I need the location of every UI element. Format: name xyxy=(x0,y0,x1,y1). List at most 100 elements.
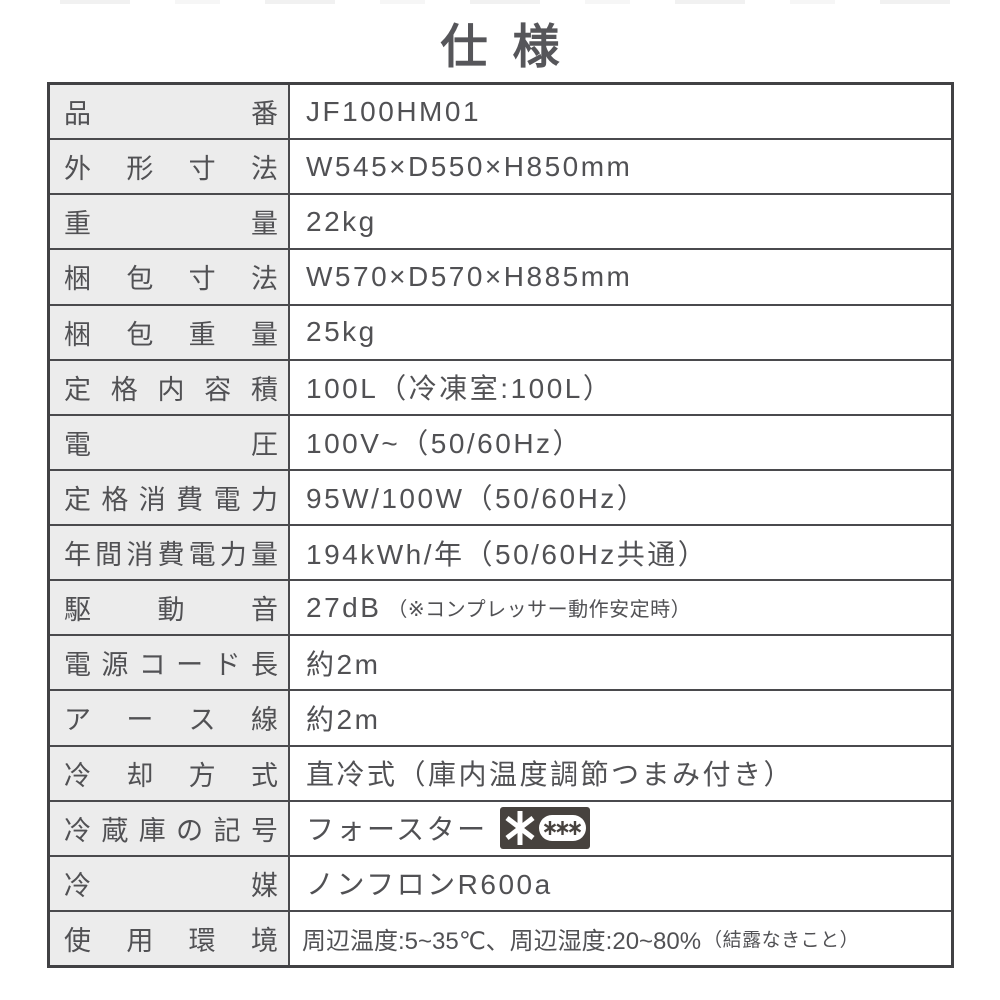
spec-label-text: 電圧 xyxy=(64,423,278,462)
label-char: 定 xyxy=(64,374,91,405)
spec-value: 25kg xyxy=(290,306,951,359)
spec-value: 100V~（50/60Hz） xyxy=(290,416,951,469)
spec-value-text: 周辺温度:5~35℃、周辺湿度:20~80% xyxy=(302,927,702,955)
label-char: 電 xyxy=(188,540,216,571)
label-char: 番 xyxy=(251,99,278,130)
label-char: 環 xyxy=(188,925,216,956)
label-char: 電 xyxy=(64,650,91,681)
spec-value-text: 直冷式（庫内温度調節つまみ付き） xyxy=(306,759,795,791)
label-char: 冷 xyxy=(64,760,91,791)
label-char: 格 xyxy=(110,374,138,405)
spec-label: 冷蔵庫の記号 xyxy=(50,801,290,855)
label-char: 量 xyxy=(250,540,278,571)
spec-label-text: 年間消費電力量 xyxy=(64,533,278,572)
four-star-mark-badge xyxy=(499,807,590,850)
table-row: 梱 包 寸 法 W570×D570×H885mm xyxy=(50,248,951,304)
label-char: 媒 xyxy=(251,870,278,901)
label-char: 音 xyxy=(251,595,278,626)
label-char: 包 xyxy=(126,264,154,295)
label-char: 使 xyxy=(64,925,91,956)
four-star-mark-icon xyxy=(499,807,590,850)
page-title: 仕 様 xyxy=(440,20,566,73)
label-char: 積 xyxy=(251,374,278,405)
spec-label-text: 品番 xyxy=(64,92,278,131)
spec-label-text: 電源コード長 xyxy=(64,643,278,682)
table-row: 定格内容積 100L（冷凍室:100L） xyxy=(50,358,951,414)
label-char: 線 xyxy=(250,705,278,736)
label-char: 費 xyxy=(176,484,204,515)
label-char: 定 xyxy=(64,484,91,515)
spec-label: 冷却方式 xyxy=(50,746,290,800)
spec-value: 22kg xyxy=(290,195,951,248)
table-row: 外 形 寸 法 W545×D550×H850mm xyxy=(50,138,951,194)
spec-label-text: 梱包重量 xyxy=(64,313,278,352)
spec-value: JF100HM01 xyxy=(290,85,951,138)
label-char: 電 xyxy=(64,429,91,460)
spec-label: 定格消費電力 xyxy=(50,470,290,524)
spec-value-text: 25kg xyxy=(306,316,377,348)
spec-label: 梱包重量 xyxy=(50,305,290,359)
label-char: 法 xyxy=(250,154,278,185)
table-row: 電源コード長 約2m xyxy=(50,634,951,690)
table-row: 使 用 環 境 周辺温度:5~35℃、周辺湿度:20~80% （結露なきこと） xyxy=(50,909,951,965)
label-char: 力 xyxy=(219,540,247,571)
spec-label: 定格内容積 xyxy=(50,360,290,414)
label-char: 梱 xyxy=(64,319,91,350)
spec-value-text: 95W/100W（50/60Hz） xyxy=(306,483,648,515)
label-char: 冷 xyxy=(64,815,91,846)
spec-value: 95W/100W（50/60Hz） xyxy=(290,471,951,524)
label-char: 用 xyxy=(126,925,154,956)
spec-label: 重量 xyxy=(50,195,290,249)
label-char: 重 xyxy=(188,319,216,350)
spec-label-text: 冷却方式 xyxy=(64,754,278,793)
spec-label-text: 梱包寸法 xyxy=(64,257,278,296)
label-char: 力 xyxy=(250,484,278,515)
label-char: 法 xyxy=(250,264,278,295)
label-char: ド xyxy=(213,650,241,681)
label-char: 包 xyxy=(126,319,154,350)
label-char: 量 xyxy=(250,319,278,350)
label-char: 消 xyxy=(138,484,166,515)
label-char: 量 xyxy=(251,209,278,240)
label-char: 庫 xyxy=(138,815,166,846)
spec-label: 冷媒 xyxy=(50,856,290,910)
label-char: 年 xyxy=(64,540,91,571)
label-char: 消 xyxy=(126,540,154,571)
label-char: コ xyxy=(138,650,166,681)
label-char: 品 xyxy=(64,99,91,130)
label-char: 格 xyxy=(101,484,129,515)
label-char: 号 xyxy=(250,815,278,846)
spec-value: フォースター xyxy=(290,802,951,855)
spec-value: W545×D550×H850mm xyxy=(290,140,951,193)
spec-value-note: （結露なきこと） xyxy=(703,929,860,951)
label-char: の xyxy=(176,815,204,846)
spec-value: 約2m xyxy=(290,691,951,744)
spec-label: 電源コード長 xyxy=(50,636,290,690)
label-char: 長 xyxy=(250,650,278,681)
label-char: 電 xyxy=(213,484,241,515)
label-char: 蔵 xyxy=(101,815,129,846)
spec-value-text: JF100HM01 xyxy=(306,95,482,127)
spec-value-note: （※コンプレッサー動作安定時） xyxy=(387,599,692,622)
label-char: 費 xyxy=(157,540,185,571)
table-row: 年間消費電力量 194kWh/年（50/60Hz共通） xyxy=(50,524,951,580)
spec-value-text: フォースター xyxy=(306,814,488,846)
label-char: ス xyxy=(188,705,216,736)
spec-value-text: 22kg xyxy=(306,205,377,237)
spec-value: 100L（冷凍室:100L） xyxy=(290,361,951,414)
label-char: 重 xyxy=(64,209,91,240)
label-char: 方 xyxy=(188,760,216,791)
label-char: 寸 xyxy=(188,154,216,185)
spec-value-text: 27dB xyxy=(306,591,382,623)
spec-label: 梱包寸法 xyxy=(50,250,290,304)
spec-table: 品番 JF100HM01 外形寸法 W545×D550×H850mm 重量 22… xyxy=(47,82,954,968)
spec-label-text: 外形寸法 xyxy=(64,147,278,186)
table-row: 電圧 100V~（50/60Hz） xyxy=(50,413,951,469)
spec-value-text: W545×D550×H850mm xyxy=(306,150,633,182)
spec-label-text: 使用環境 xyxy=(64,919,278,958)
label-char: 源 xyxy=(101,650,129,681)
spec-value-text: W570×D570×H885mm xyxy=(306,260,633,292)
spec-label: 年間消費電力量 xyxy=(50,526,290,580)
label-char: 寸 xyxy=(188,264,216,295)
spec-value: W570×D570×H885mm xyxy=(290,250,951,303)
